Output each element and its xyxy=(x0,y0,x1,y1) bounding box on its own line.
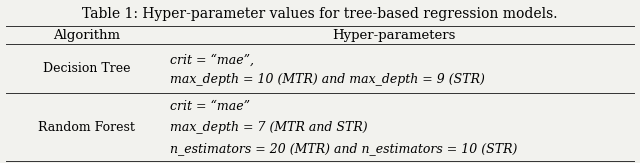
Text: max_depth = 10 (MTR) and max_depth = 9 (STR): max_depth = 10 (MTR) and max_depth = 9 (… xyxy=(170,73,484,86)
Text: n_estimators = 20 (MTR) and n_estimators = 10 (STR): n_estimators = 20 (MTR) and n_estimators… xyxy=(170,143,517,156)
Text: max_depth = 7 (MTR and STR): max_depth = 7 (MTR and STR) xyxy=(170,121,367,134)
Text: Decision Tree: Decision Tree xyxy=(43,62,130,75)
Text: crit = “mae”: crit = “mae” xyxy=(170,100,250,113)
Text: Algorithm: Algorithm xyxy=(53,29,120,42)
Text: Random Forest: Random Forest xyxy=(38,121,135,134)
Text: crit = “mae”,: crit = “mae”, xyxy=(170,54,253,67)
Text: Hyper-parameters: Hyper-parameters xyxy=(332,29,455,42)
Text: Table 1: Hyper-parameter values for tree-based regression models.: Table 1: Hyper-parameter values for tree… xyxy=(83,7,557,21)
